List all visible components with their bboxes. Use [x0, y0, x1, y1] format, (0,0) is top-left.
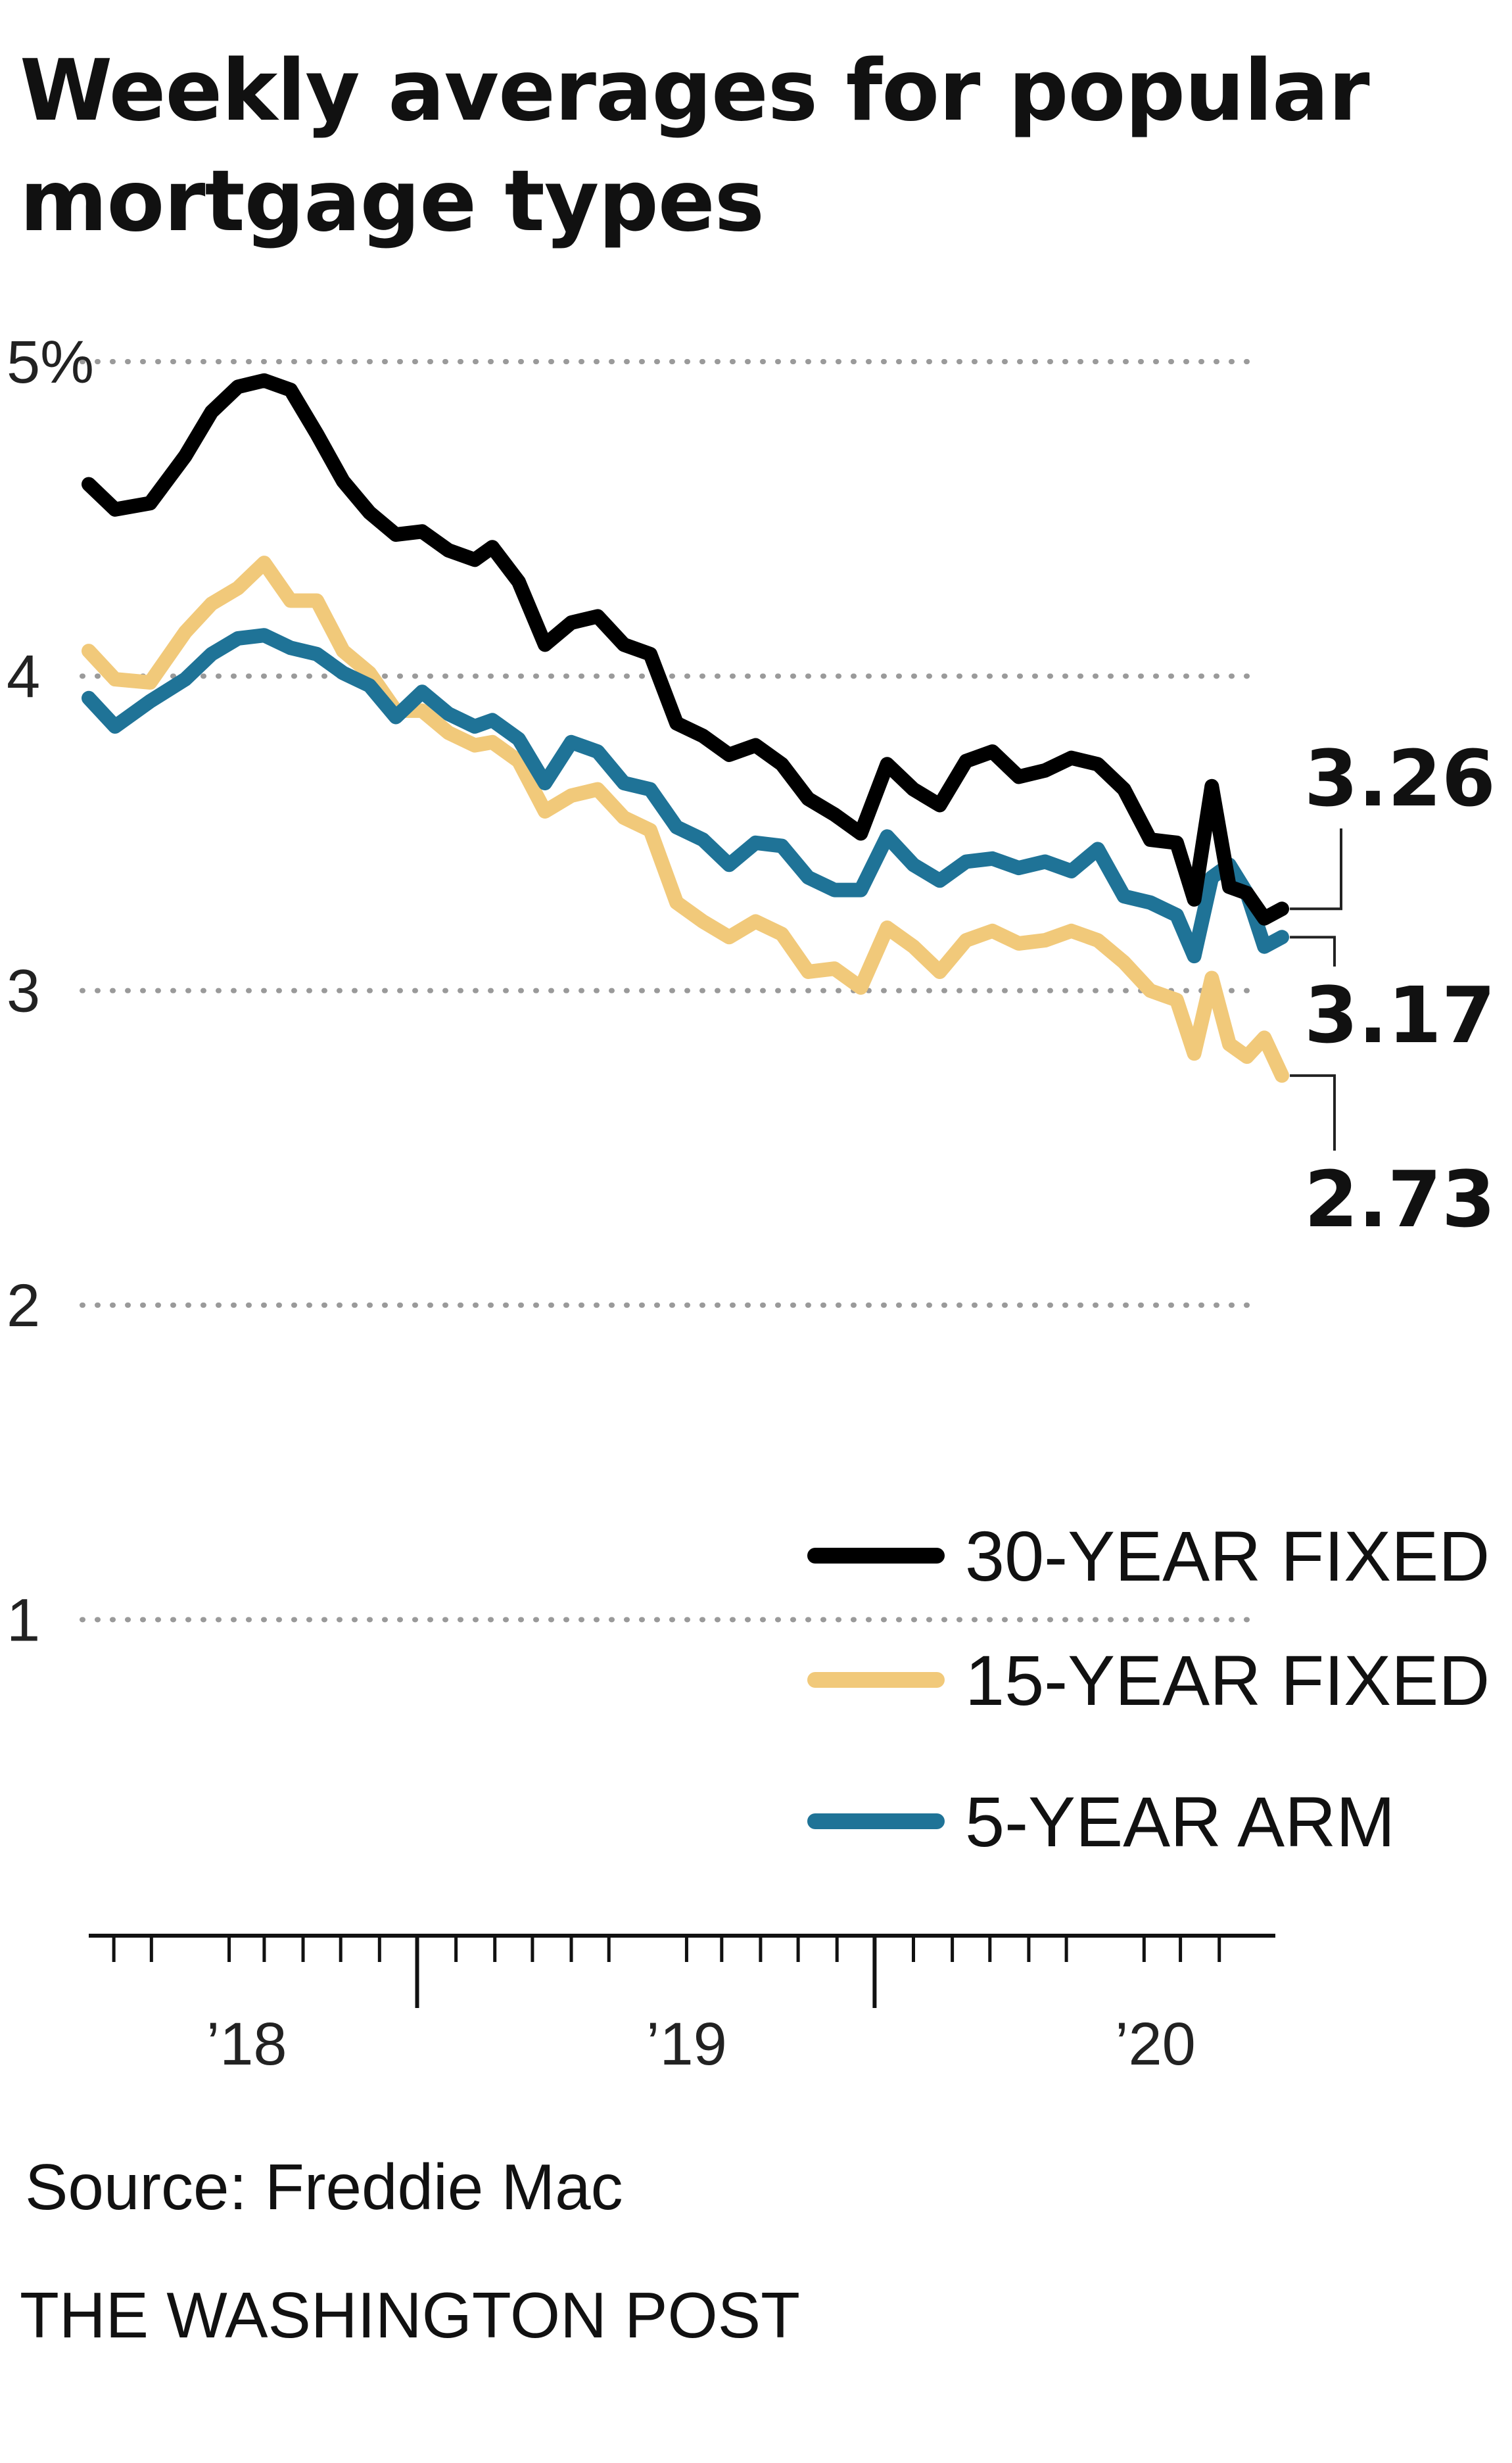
end-value-label: 3.17: [1304, 970, 1496, 1061]
series-line-15-year-fixed: [82, 556, 1289, 1083]
y-tick-label: 2: [7, 1272, 40, 1339]
end-value-label: 2.73: [1304, 1154, 1496, 1245]
x-axis: ’18 ’19 ’20: [89, 1934, 1275, 2078]
legend-label: 30-YEAR FIXED: [965, 1516, 1490, 1596]
y-tick-label: 4: [7, 643, 40, 710]
y-tick-label: 3: [7, 958, 40, 1025]
end-value-label: 3.26: [1304, 733, 1496, 824]
end-label-connector: [1290, 1074, 1336, 1151]
legend: 30-YEAR FIXED 15-YEAR FIXED 5-YEAR ARM: [807, 1516, 1490, 1861]
series-line-30-year-fixed: [82, 373, 1289, 926]
gridlines: [80, 359, 1252, 1623]
end-label-connector: [1290, 828, 1342, 911]
publisher-credit: THE WASHINGTON POST: [20, 2279, 800, 2351]
source-note: Source: Freddie Mac: [25, 2151, 623, 2223]
series-lines: [82, 373, 1289, 1083]
y-tick-label: 1: [7, 1587, 40, 1654]
x-tick-label: ’18: [206, 2011, 287, 2078]
series-line-5-year-arm: [82, 628, 1289, 964]
x-tick-label: ’20: [1115, 2011, 1196, 2078]
end-label-connector: [1290, 936, 1336, 967]
y-axis-labels: 5% 4 3 2 1: [7, 329, 94, 1654]
chart-title: Weekly averages for popular mortgage typ…: [20, 42, 1370, 251]
y-tick-label: 5%: [7, 329, 94, 396]
legend-label: 5-YEAR ARM: [965, 1782, 1395, 1861]
x-tick-label: ’19: [646, 2011, 727, 2078]
legend-label: 15-YEAR FIXED: [965, 1640, 1490, 1720]
end-value-labels: 3.26 2.73 3.17: [1290, 733, 1496, 1245]
